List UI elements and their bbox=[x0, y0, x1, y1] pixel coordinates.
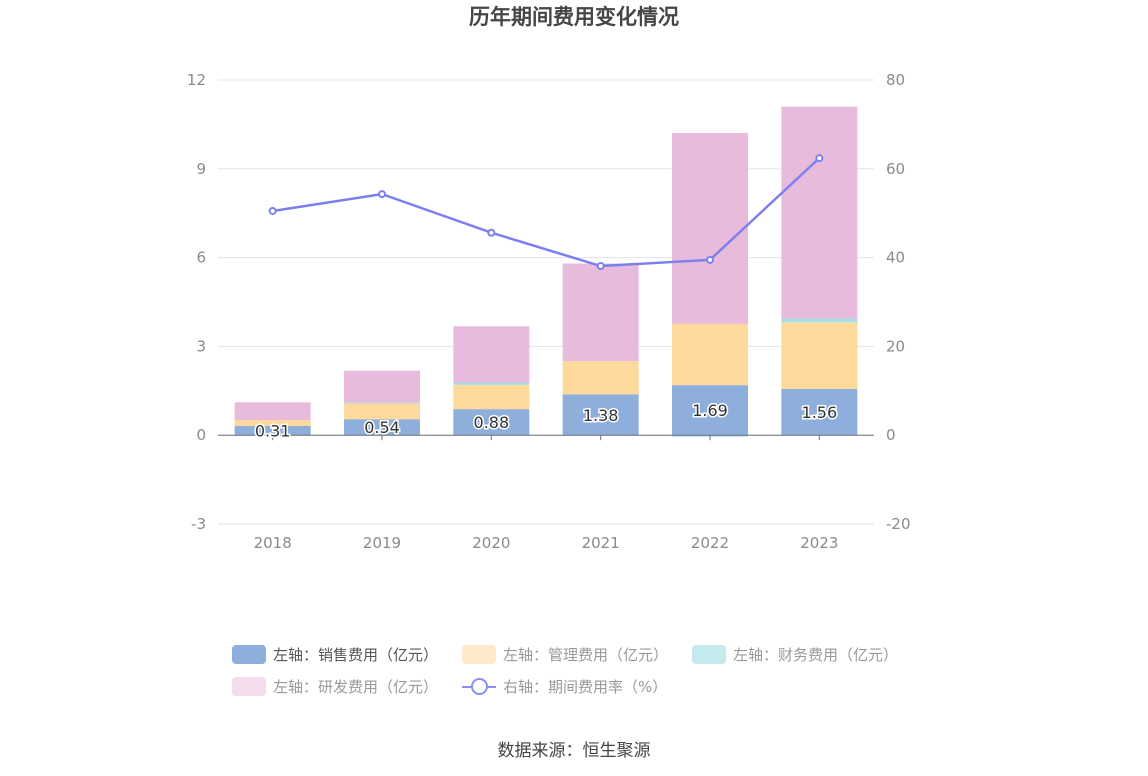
left-axis-tick-label: -3 bbox=[191, 515, 206, 533]
chart-title: 历年期间费用变化情况 bbox=[469, 5, 679, 29]
right-axis-tick-label: -20 bbox=[886, 515, 911, 533]
right-axis-tick-label: 60 bbox=[886, 160, 905, 178]
bar-value-label: 0.31 bbox=[255, 422, 291, 441]
legend-swatch-sales bbox=[232, 644, 266, 664]
right-axis-tick-label: 0 bbox=[886, 426, 896, 444]
bar-value-label: 0.88 bbox=[474, 413, 510, 432]
bar-admin-2021 bbox=[562, 361, 639, 395]
bar-rnd-2020 bbox=[453, 326, 530, 383]
legend-label-admin: 左轴：管理费用（亿元） bbox=[503, 645, 669, 664]
bar-rnd-2019 bbox=[344, 370, 420, 403]
bar-sales-2022 bbox=[672, 385, 748, 436]
bar-sales-2020 bbox=[453, 409, 530, 436]
legend-label-rnd: 左轴：研发费用（亿元） bbox=[273, 677, 439, 696]
x-axis-tick-label: 2023 bbox=[800, 534, 838, 552]
bar-rnd-2021 bbox=[562, 263, 639, 362]
bar-admin-2019 bbox=[344, 402, 420, 420]
expense-rate-point-2021 bbox=[596, 262, 605, 271]
x-axis-tick-label: 2019 bbox=[363, 534, 401, 552]
expense-rate-line bbox=[272, 157, 821, 268]
legend-label-expense-rate: 右轴：期间费用率（%） bbox=[503, 677, 668, 696]
legend-label-finance: 左轴：财务费用（亿元） bbox=[733, 645, 899, 664]
x-axis-tick-label: 2021 bbox=[582, 534, 620, 552]
bar-admin-2023 bbox=[781, 322, 858, 390]
legend-item-admin[interactable]: 左轴：管理费用（亿元） bbox=[462, 644, 668, 665]
bar-finance-2023 bbox=[781, 318, 858, 323]
bar-finance-2020 bbox=[453, 382, 530, 385]
legend-swatch-finance bbox=[692, 644, 727, 664]
left-axis-tick-label: 6 bbox=[196, 249, 206, 267]
left-axis-tick-label: 12 bbox=[187, 71, 206, 89]
bar-sales-2023 bbox=[781, 389, 858, 436]
bar-value-label: 1.56 bbox=[802, 403, 838, 422]
legend-label-sales: 左轴：销售费用（亿元） bbox=[273, 645, 439, 664]
data-source: 数据来源：恒生聚源 bbox=[497, 741, 651, 761]
legend-item-expense-rate[interactable]: 右轴：期间费用率（%） bbox=[462, 676, 667, 697]
left-axis-tick-label: 9 bbox=[196, 160, 206, 178]
bar-admin-2020 bbox=[453, 384, 530, 410]
legend-item-rnd[interactable]: 左轴：研发费用（亿元） bbox=[232, 676, 438, 697]
legend-swatch-admin bbox=[462, 644, 497, 664]
bar-sales-2021 bbox=[562, 394, 639, 436]
x-axis-tick-label: 2020 bbox=[472, 534, 510, 552]
expense-rate-point-2018 bbox=[268, 206, 277, 215]
bar-sales-2018 bbox=[234, 426, 311, 436]
bar-finance-2019 bbox=[344, 402, 420, 404]
x-axis-tick-label: 2022 bbox=[691, 534, 729, 552]
bar-rnd-2022 bbox=[672, 132, 748, 324]
right-axis-tick-label: 20 bbox=[886, 337, 905, 355]
expense-rate-point-2019 bbox=[378, 190, 386, 199]
legend-line-icon bbox=[462, 677, 497, 696]
x-axis-tick-label: 2018 bbox=[254, 534, 292, 552]
left-axis-tick-label: 0 bbox=[196, 426, 206, 444]
legend-swatch-rnd bbox=[232, 676, 266, 696]
left-axis-tick-label: 3 bbox=[196, 337, 206, 355]
chart-legend: 左轴：销售费用（亿元） 左轴：管理费用（亿元） 左轴：财务费用（亿元） 左轴：研… bbox=[232, 638, 952, 702]
bar-rnd-2023 bbox=[781, 106, 858, 319]
bar-admin-2018 bbox=[234, 420, 311, 427]
expense-rate-point-2022 bbox=[706, 255, 714, 264]
bar-value-label: 1.69 bbox=[692, 401, 728, 420]
expense-rate-point-2020 bbox=[487, 228, 496, 237]
bar-value-label: 0.54 bbox=[364, 418, 400, 437]
bar-rnd-2018 bbox=[234, 402, 311, 421]
bar-admin-2022 bbox=[672, 323, 748, 386]
right-axis-tick-label: 40 bbox=[886, 249, 905, 267]
expense-rate-point-2023 bbox=[815, 154, 824, 163]
legend-item-sales[interactable]: 左轴：销售费用（亿元） bbox=[232, 644, 438, 665]
bar-value-label: 1.38 bbox=[583, 406, 619, 425]
right-axis-tick-label: 80 bbox=[886, 71, 905, 89]
legend-item-finance[interactable]: 左轴：财务费用（亿元） bbox=[692, 644, 898, 665]
chart-plot: -3 0 3 6 9 12 -20 0 20 40 60 80 2018 2019 2020 2021 2022… bbox=[187, 71, 911, 552]
bar-sales-2019 bbox=[344, 419, 420, 436]
